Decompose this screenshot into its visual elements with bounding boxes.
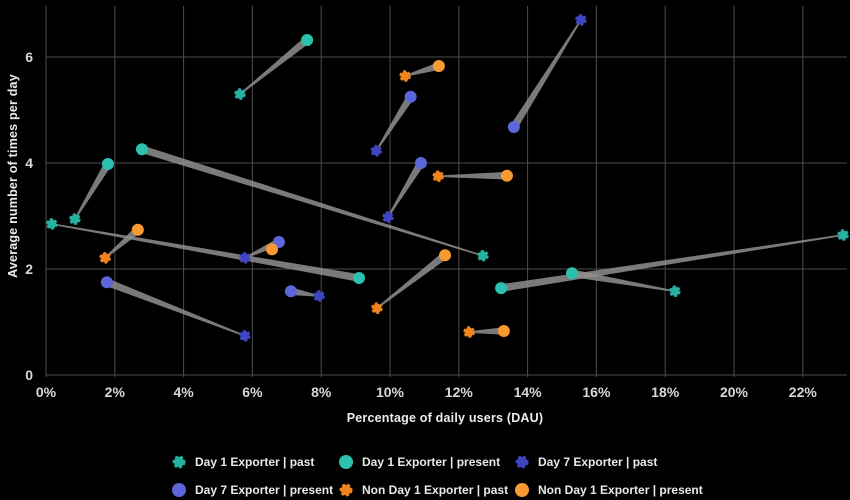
trail [290, 287, 320, 297]
trail [104, 226, 141, 259]
marker-past [69, 213, 81, 225]
y-tick-label: 2 [25, 261, 33, 277]
trail [469, 327, 504, 335]
trail [387, 161, 425, 218]
trail [404, 62, 440, 77]
trail [74, 162, 112, 220]
x-tick-label: 12% [445, 384, 474, 400]
marker-present [301, 34, 314, 47]
trail [51, 223, 360, 282]
legend-swatch-present-icon [339, 455, 353, 469]
legend-swatch-present-icon [515, 483, 529, 497]
trail [376, 252, 448, 309]
x-tick-label: 0% [36, 384, 57, 400]
x-axis-title: Percentage of daily users (DAU) [346, 411, 544, 425]
x-tick-label: 2% [105, 384, 126, 400]
marker-past [234, 88, 246, 100]
legend-item-day-7-exporter-past[interactable]: Day 7 Exporter | past [513, 453, 657, 471]
marker-present [507, 120, 520, 133]
marker-past [313, 290, 325, 302]
legend-swatch-present-icon [172, 483, 186, 497]
marker-present [565, 267, 578, 280]
x-tick-label: 6% [242, 384, 263, 400]
trail [140, 145, 484, 257]
legend-item-label: Non Day 1 Exporter | past [362, 483, 509, 497]
marker-present [500, 169, 513, 182]
marker-present [404, 90, 417, 103]
marker-past [371, 302, 383, 315]
marker-present [439, 249, 452, 262]
legend-swatch-past-icon [339, 483, 353, 497]
legend-item-label: Day 7 Exporter | past [538, 455, 658, 469]
x-tick-label: 20% [720, 384, 749, 400]
marker-past [399, 70, 411, 82]
legend-item-day-1-exporter-past[interactable]: Day 1 Exporter | past [170, 453, 314, 471]
marker-past [239, 329, 251, 342]
x-tick-label: 22% [789, 384, 818, 400]
legend-item-day-7-exporter-present[interactable]: Day 7 Exporter | present [170, 481, 333, 499]
legend-item-label: Day 7 Exporter | present [195, 483, 334, 497]
marker-past [837, 229, 849, 241]
legend-item-non-day-1-exporter-present[interactable]: Non Day 1 Exporter | present [513, 481, 703, 499]
marker-past [477, 249, 489, 262]
legend-item-non-day-1-exporter-past[interactable]: Non Day 1 Exporter | past [337, 481, 508, 499]
x-tick-label: 4% [173, 384, 194, 400]
marker-past [669, 285, 681, 298]
legend-swatch-past-icon [515, 455, 529, 469]
marker-past [239, 252, 251, 264]
trail [510, 19, 582, 129]
marker-present [353, 272, 366, 285]
x-tick-label: 16% [582, 384, 611, 400]
x-tick-label: 10% [376, 384, 405, 400]
marker-past [370, 145, 383, 157]
marker-present [497, 325, 510, 338]
legend-item-label: Day 1 Exporter | past [195, 455, 315, 469]
marker-present [101, 158, 114, 171]
x-tick-label: 8% [311, 384, 332, 400]
y-tick-label: 6 [25, 49, 33, 65]
legend-item-label: Non Day 1 Exporter | present [538, 483, 703, 497]
marker-present [131, 223, 144, 236]
marker-present [284, 285, 297, 298]
marker-present [495, 282, 508, 295]
marker-present [432, 60, 445, 73]
trail [239, 37, 310, 95]
marker-past [432, 170, 444, 183]
marker-past [575, 14, 587, 26]
x-tick-label: 18% [651, 384, 680, 400]
y-tick-label: 0 [25, 367, 33, 383]
marker-present [414, 157, 427, 169]
trail [438, 171, 507, 180]
marker-present [266, 243, 279, 256]
legend-item-label: Day 1 Exporter | present [362, 455, 501, 469]
marker-past [46, 218, 58, 230]
y-tick-label: 4 [25, 155, 33, 171]
legend-item-day-1-exporter-present[interactable]: Day 1 Exporter | present [337, 453, 500, 471]
marker-past [382, 211, 394, 223]
x-tick-label: 14% [514, 384, 543, 400]
trail [375, 94, 414, 152]
marker-present [135, 143, 148, 156]
trail [571, 269, 675, 292]
marker-past [463, 326, 475, 338]
trail [500, 234, 844, 292]
legend-swatch-past-icon [172, 455, 186, 469]
marker-past [99, 252, 111, 264]
marker-present [100, 276, 113, 289]
trail [105, 278, 246, 337]
